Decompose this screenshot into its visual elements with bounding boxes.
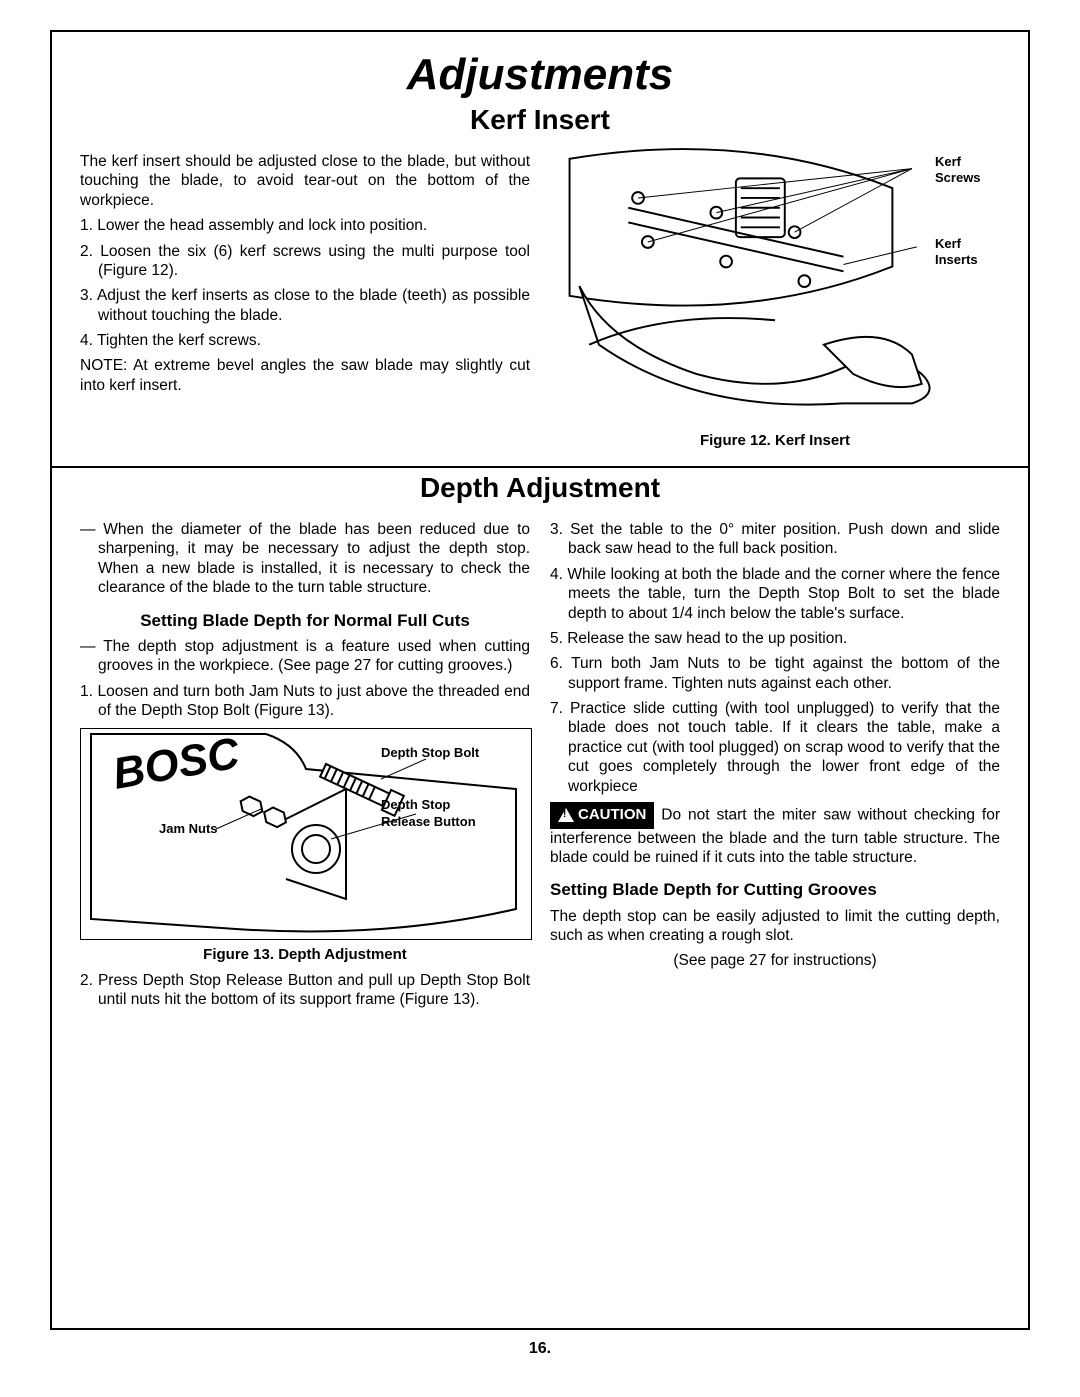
- depth-right-col: 3. Set the table to the 0° miter positio…: [550, 514, 1000, 1016]
- page-number: 16.: [50, 1340, 1030, 1358]
- depth-right-step3: 3. Set the table to the 0° miter positio…: [550, 520, 1000, 559]
- depth-right-p3: (See page 27 for instructions): [550, 951, 1000, 970]
- figure-12: Kerf Screws Kerf Inserts: [550, 146, 1000, 426]
- fig13-label-jam: Jam Nuts: [159, 821, 239, 837]
- fig12-label-inserts: Kerf Inserts: [935, 236, 1005, 269]
- kerf-step4: 4. Tighten the kerf screws.: [80, 331, 530, 350]
- kerf-step1: 1. Lower the head assembly and lock into…: [80, 216, 530, 235]
- fig13-label-bolt: Depth Stop Bolt: [381, 745, 481, 761]
- depth-left-col: — When the diameter of the blade has bee…: [80, 514, 530, 1016]
- depth-right-step7: 7. Practice slide cutting (with tool unp…: [550, 699, 1000, 796]
- kerf-note: NOTE: At extreme bevel angles the saw bl…: [80, 356, 530, 395]
- fig12-caption: Figure 12. Kerf Insert: [550, 432, 1000, 451]
- kerf-figure-col: Kerf Screws Kerf Inserts Figure 12. Kerf…: [550, 146, 1000, 466]
- depth-right-step4: 4. While looking at both the blade and t…: [550, 565, 1000, 623]
- depth-title: Depth Adjustment: [52, 472, 1028, 504]
- kerf-intro: The kerf insert should be adjusted close…: [80, 152, 530, 210]
- kerf-title: Kerf Insert: [52, 104, 1028, 136]
- depth-left-p1: — The depth stop adjustment is a feature…: [80, 637, 530, 676]
- fig12-label-screws: Kerf Screws: [935, 154, 1005, 187]
- depth-right-p2: The depth stop can be easily adjusted to…: [550, 907, 1000, 946]
- depth-left-intro: — When the diameter of the blade has bee…: [80, 520, 530, 598]
- depth-right-step5: 5. Release the saw head to the up positi…: [550, 629, 1000, 648]
- depth-subhead1: Setting Blade Depth for Normal Full Cuts: [80, 610, 530, 631]
- caution-badge: CAUTION: [550, 802, 654, 829]
- kerf-step2: 2. Loosen the six (6) kerf screws using …: [80, 242, 530, 281]
- fig13-label-release: Depth Stop Release Button: [381, 797, 501, 830]
- depth-left-step1: 1. Loosen and turn both Jam Nuts to just…: [80, 682, 530, 721]
- kerf-text-col: The kerf insert should be adjusted close…: [80, 146, 530, 466]
- depth-left-step2: 2. Press Depth Stop Release Button and p…: [80, 971, 530, 1010]
- caution-label: CAUTION: [578, 806, 646, 823]
- fig13-caption: Figure 13. Depth Adjustment: [80, 946, 530, 965]
- kerf-step3: 3. Adjust the kerf inserts as close to t…: [80, 286, 530, 325]
- main-title: Adjustments: [52, 50, 1028, 100]
- figure-13: BOSC: [80, 728, 532, 940]
- section-divider: [52, 466, 1028, 468]
- depth-right-step6: 6. Turn both Jam Nuts to be tight agains…: [550, 654, 1000, 693]
- depth-subhead2: Setting Blade Depth for Cutting Grooves: [550, 879, 1000, 900]
